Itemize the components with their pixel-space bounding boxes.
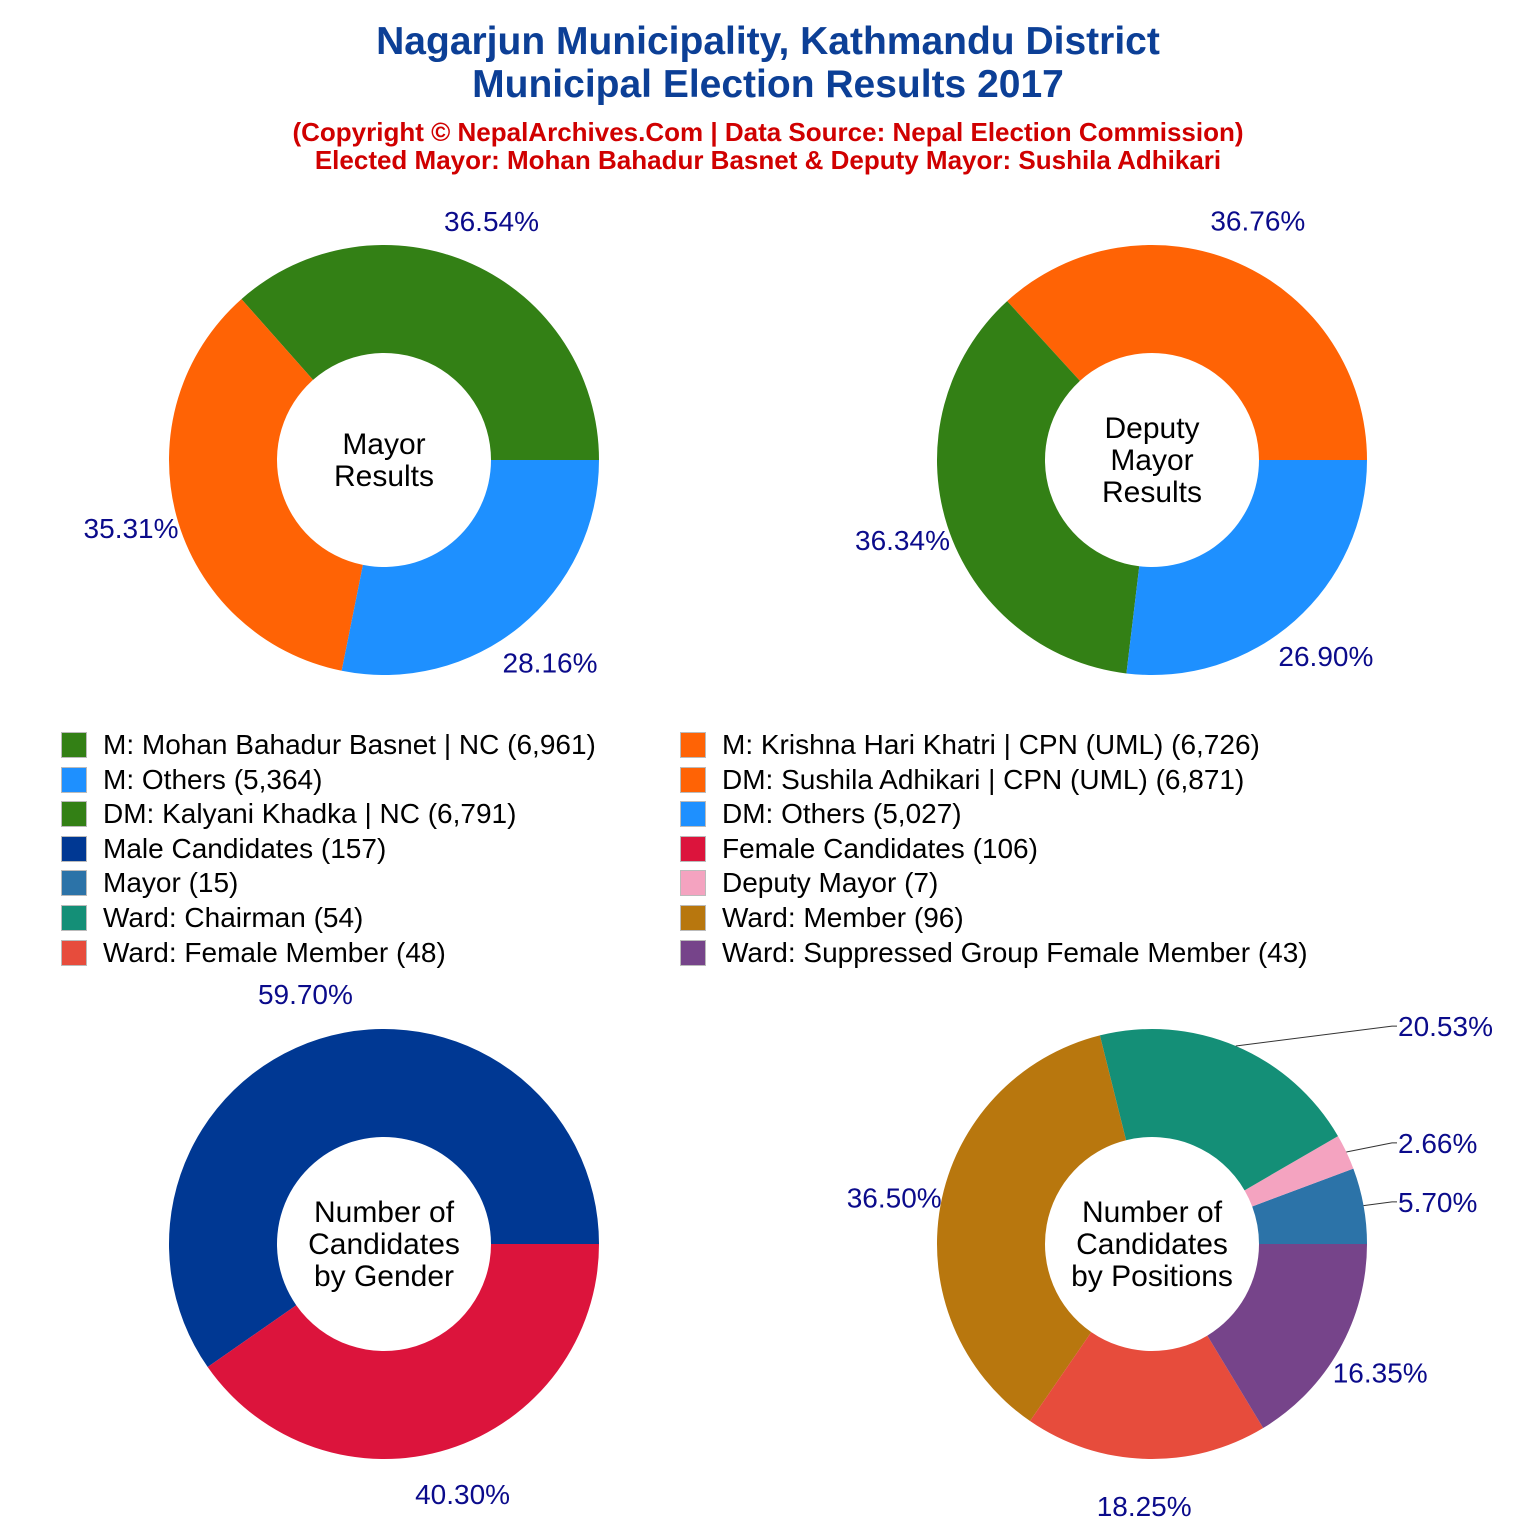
percent-label: 2.66%	[1398, 1128, 1477, 1159]
legend-label: Ward: Suppressed Group Female Member (43…	[722, 936, 1308, 968]
legend-item: M: Others (5,364)	[61, 763, 323, 795]
legend-item: Deputy Mayor (7)	[680, 867, 939, 899]
center-label: by Positions	[1071, 1260, 1233, 1293]
legend-swatch	[61, 732, 87, 758]
chart-title-line-2: Municipal Election Results 2017	[472, 63, 1064, 106]
percent-label: 59.70%	[258, 979, 353, 1010]
center-label: Candidates	[1076, 1228, 1228, 1261]
center-label: Number of	[1082, 1196, 1223, 1229]
legend-swatch	[61, 939, 87, 966]
percent-label: 36.76%	[1210, 205, 1305, 236]
leader-line	[1346, 1142, 1397, 1153]
donut-slice	[1252, 1168, 1367, 1244]
legend-item: M: Mohan Bahadur Basnet | NC (6,961)	[61, 729, 596, 760]
legend-label: Ward: Female Member (48)	[103, 936, 446, 968]
legend-item: Mayor (15)	[61, 867, 239, 899]
legend-item: Ward: Member (96)	[680, 902, 964, 933]
legend-swatch	[61, 835, 87, 862]
donut-slice	[169, 1029, 599, 1368]
legend-label: M: Mohan Bahadur Basnet | NC (6,961)	[103, 729, 596, 760]
chart-title-line-1: Nagarjun Municipality, Kathmandu Distric…	[376, 20, 1160, 63]
donut-slice	[1207, 1244, 1367, 1429]
percent-label: 5.70%	[1398, 1187, 1477, 1218]
legend-swatch	[680, 835, 706, 862]
legend-label: Ward: Chairman (54)	[103, 902, 364, 933]
center-label: Results	[334, 460, 434, 493]
percent-label: 28.16%	[503, 648, 598, 679]
donut-slice	[1030, 1332, 1264, 1459]
donut-slice	[1007, 245, 1367, 460]
donut-slice	[207, 1244, 599, 1460]
donut-slice	[341, 460, 599, 675]
center-label: Mayor	[1110, 444, 1193, 477]
legend-swatch	[61, 870, 87, 897]
percent-label: 36.54%	[444, 206, 539, 237]
legend-item: Male Candidates (157)	[61, 832, 387, 864]
percent-label: 26.90%	[1278, 641, 1373, 672]
legend-swatch	[680, 766, 706, 793]
percent-label: 36.34%	[855, 525, 950, 556]
percent-label: 35.31%	[84, 513, 179, 544]
copyright-subtitle: (Copyright © NepalArchives.Com | Data So…	[292, 117, 1244, 147]
legend-item: DM: Others (5,027)	[680, 798, 962, 830]
legend-label: M: Others (5,364)	[103, 763, 323, 795]
center-label: Deputy	[1104, 412, 1199, 445]
legend-label: Female Candidates (106)	[722, 832, 1038, 864]
legend-swatch	[680, 905, 706, 931]
legend-item: Ward: Female Member (48)	[61, 936, 446, 968]
leader-line	[1363, 1201, 1397, 1207]
legend-swatch	[61, 766, 87, 793]
legend-item: DM: Kalyani Khadka | NC (6,791)	[61, 798, 517, 830]
legend-label: DM: Sushila Adhikari | CPN (UML) (6,871)	[722, 763, 1245, 795]
percent-label: 16.35%	[1333, 1358, 1428, 1389]
donut-slice	[241, 245, 599, 460]
legend-swatch	[61, 905, 87, 931]
legend-swatch	[61, 801, 87, 828]
legend-label: DM: Others (5,027)	[722, 798, 962, 830]
legend-item: Female Candidates (106)	[680, 832, 1038, 864]
legend-label: DM: Kalyani Khadka | NC (6,791)	[103, 798, 517, 830]
center-label: Candidates	[308, 1228, 460, 1261]
donut-slice	[1126, 460, 1367, 675]
legend-item: Ward: Suppressed Group Female Member (43…	[680, 936, 1308, 968]
percent-label: 40.30%	[415, 1479, 510, 1510]
center-label: Results	[1102, 476, 1202, 509]
legend-swatch	[680, 939, 706, 966]
donut-slice	[937, 301, 1140, 674]
legend-label: Male Candidates (157)	[103, 832, 387, 864]
center-label: Number of	[314, 1196, 455, 1229]
percent-label: 18.25%	[1097, 1491, 1192, 1522]
legend-label: Ward: Member (96)	[722, 902, 964, 933]
center-label: Mayor	[342, 428, 425, 461]
legend-label: Mayor (15)	[103, 867, 239, 899]
legend-label: M: Krishna Hari Khatri | CPN (UML) (6,72…	[722, 729, 1260, 760]
legend-item: M: Krishna Hari Khatri | CPN (UML) (6,72…	[680, 729, 1260, 760]
percent-label: 20.53%	[1398, 1011, 1493, 1042]
legend-item: Ward: Chairman (54)	[61, 902, 364, 933]
elected-subtitle: Elected Mayor: Mohan Bahadur Basnet & De…	[314, 145, 1222, 175]
legend-swatch	[680, 870, 706, 897]
legend-label: Deputy Mayor (7)	[722, 867, 939, 899]
donut-slice	[168, 299, 363, 671]
donut-slice	[1099, 1029, 1338, 1191]
center-label: by Gender	[314, 1260, 454, 1293]
leader-line	[1235, 1025, 1397, 1047]
donut-slice	[937, 1035, 1127, 1422]
legend-swatch	[680, 732, 706, 758]
percent-label: 36.50%	[847, 1182, 942, 1213]
donut-slice	[1244, 1136, 1354, 1207]
legend-swatch	[680, 801, 706, 828]
legend-item: DM: Sushila Adhikari | CPN (UML) (6,871)	[680, 763, 1245, 795]
